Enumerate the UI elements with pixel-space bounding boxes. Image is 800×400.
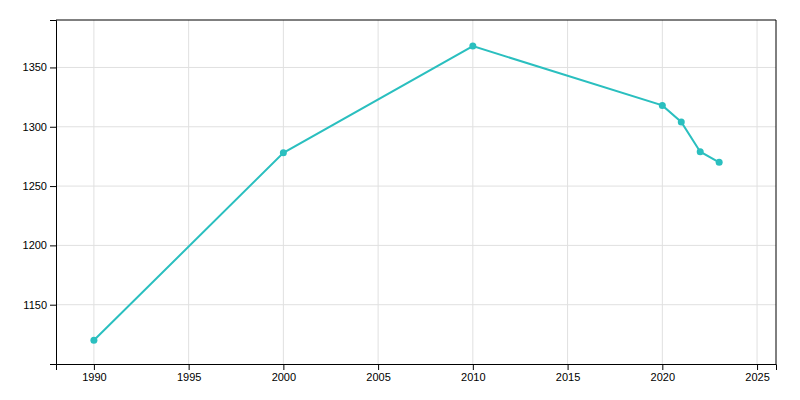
chart-svg: 1990 1995 2000 2005 2010 2015 2020 2025 1150 1200…	[0, 0, 800, 400]
x-tick-mark	[94, 364, 95, 370]
x-tick-mark	[473, 364, 474, 370]
x-tick: 2000	[272, 364, 296, 383]
x-tick-mark	[378, 364, 379, 370]
x-grid-line	[378, 20, 379, 364]
x-grid-line	[93, 20, 94, 364]
x-tick-label: 1995	[177, 371, 201, 383]
y-grid-line	[56, 67, 776, 68]
y-grid-line	[56, 304, 776, 305]
x-tick-label: 2010	[461, 371, 485, 383]
point	[280, 149, 287, 156]
x-tick-label: 2000	[272, 371, 296, 383]
y-axis: 1150 1200 1250 1300 1350	[23, 21, 57, 365]
y-tick-label: 1150	[23, 299, 47, 311]
x-tick: 1990	[82, 364, 106, 383]
x-tick-mark	[662, 364, 663, 370]
x-tick: 2015	[556, 364, 580, 383]
y-tick-label: 1200	[23, 239, 47, 251]
x-tick-label: 2020	[651, 371, 675, 383]
x-grid-line	[188, 20, 189, 364]
plot-frame-right	[776, 20, 777, 364]
y-tick: 1200	[23, 239, 56, 251]
x-tick-label: 2015	[556, 371, 580, 383]
plot-area: 1990 1995 2000 2005 2010 2015 2020 2025 1150 1200…	[23, 20, 777, 383]
x-tick: 2010	[461, 364, 485, 383]
y-tick-mark	[50, 186, 56, 187]
x-tick: 2020	[651, 364, 675, 383]
y-tick-label: 1250	[23, 180, 47, 192]
y-tick: 1300	[23, 121, 56, 133]
point	[716, 159, 723, 166]
x-tick: 2005	[366, 364, 390, 383]
x-grid-line	[472, 20, 473, 364]
x-tick-label: 2005	[366, 371, 390, 383]
point	[90, 337, 97, 344]
line	[94, 46, 719, 340]
x-tick-mark	[189, 364, 190, 370]
y-tick-mark	[50, 67, 56, 68]
x-tick-mark	[757, 364, 758, 370]
x-tick: 1995	[177, 364, 201, 383]
x-tick-label: 2025	[745, 371, 769, 383]
y-grid-line	[56, 245, 776, 246]
x-tick-label: 1990	[82, 371, 106, 383]
x-tick-mark	[568, 364, 569, 370]
y-tick: 1250	[23, 180, 56, 192]
y-grid-line	[56, 186, 776, 187]
y-axis-line	[50, 21, 57, 365]
x-axis-line	[57, 365, 777, 371]
point	[469, 43, 476, 50]
x-grid-line	[757, 20, 758, 364]
y-tick-mark	[50, 305, 56, 306]
point	[697, 148, 704, 155]
y-tick-label: 1350	[23, 61, 47, 73]
y-tick-mark	[50, 245, 56, 246]
x-axis: 1990 1995 2000 2005 2010 2015 2020 2025	[57, 364, 777, 383]
x-grid-line	[283, 20, 284, 364]
y-grid-line	[56, 126, 776, 127]
y-tick: 1350	[23, 61, 56, 73]
marks	[90, 43, 722, 344]
x-grid-line	[662, 20, 663, 364]
point	[659, 102, 666, 109]
x-tick: 2025	[745, 364, 769, 383]
x-grid-line	[567, 20, 568, 364]
plot-frame-top	[56, 20, 776, 21]
x-tick-mark	[283, 364, 284, 370]
grid	[56, 20, 776, 364]
point	[678, 119, 685, 126]
chart-container: 1990 1995 2000 2005 2010 2015 2020 2025 1150 1200…	[0, 0, 800, 400]
y-tick-mark	[50, 127, 56, 128]
y-tick: 1150	[23, 299, 56, 311]
y-tick-label: 1300	[23, 121, 47, 133]
